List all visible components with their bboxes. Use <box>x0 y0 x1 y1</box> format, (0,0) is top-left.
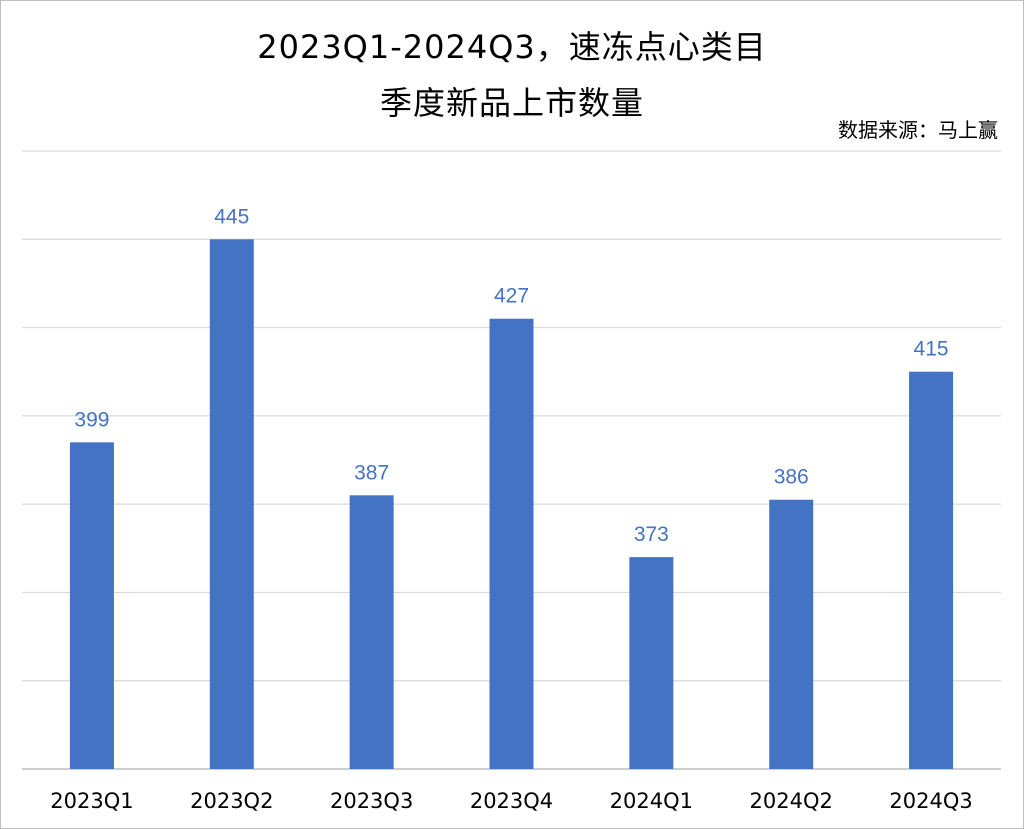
data-label-2024Q3: 415 <box>914 338 949 361</box>
data-label-2024Q2: 386 <box>774 466 809 489</box>
bar-2024Q2 <box>769 499 814 769</box>
data-labels: 399 445 387 427 373 386 415 <box>74 205 948 546</box>
data-label-2023Q3: 387 <box>354 461 389 484</box>
bar-2023Q4 <box>489 318 534 769</box>
x-tick-label-2024Q2: 2024Q2 <box>750 789 833 813</box>
bar-2023Q3 <box>349 495 394 769</box>
x-tick-label-2023Q2: 2023Q2 <box>190 789 273 813</box>
data-label-2023Q4: 427 <box>494 285 529 308</box>
bar-2024Q1 <box>629 557 674 769</box>
data-label-2023Q1: 399 <box>74 408 109 431</box>
bar-2023Q2 <box>209 239 254 770</box>
data-label-2023Q2: 445 <box>214 205 249 228</box>
chart-title-line-1: 2023Q1-2024Q3，速冻点心类目 <box>257 28 767 66</box>
chart-title-line-2: 季度新品上市数量 <box>379 84 644 122</box>
x-tick-labels: 2023Q1 2023Q2 2023Q3 2023Q4 2024Q1 2024Q2 2024… <box>50 789 972 813</box>
bars <box>69 239 954 770</box>
data-label-2024Q1: 373 <box>634 523 669 546</box>
x-tick-label-2023Q4: 2023Q4 <box>470 789 553 813</box>
x-tick-label-2023Q1: 2023Q1 <box>50 789 133 813</box>
data-source-note: 数据来源：马上赢 <box>838 118 998 142</box>
x-tick-label-2024Q1: 2024Q1 <box>610 789 693 813</box>
bar-2024Q3 <box>909 371 954 769</box>
x-tick-label-2024Q3: 2024Q3 <box>889 789 972 813</box>
x-tick-label-2023Q3: 2023Q3 <box>330 789 413 813</box>
bar-2023Q1 <box>69 442 114 769</box>
